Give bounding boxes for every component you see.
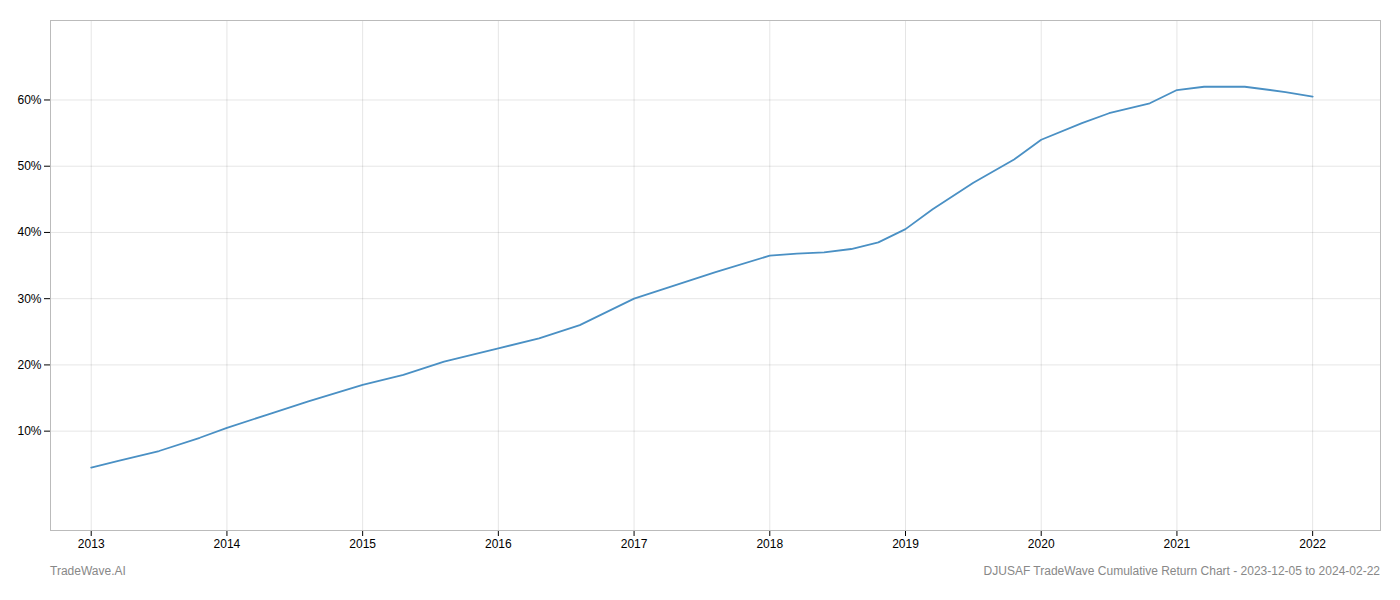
svg-text:2019: 2019 <box>892 537 919 551</box>
svg-text:20%: 20% <box>17 358 41 372</box>
svg-text:10%: 10% <box>17 424 41 438</box>
svg-text:2021: 2021 <box>1164 537 1191 551</box>
svg-text:50%: 50% <box>17 159 41 173</box>
svg-text:2020: 2020 <box>1028 537 1055 551</box>
svg-text:2015: 2015 <box>349 537 376 551</box>
svg-text:2014: 2014 <box>214 537 241 551</box>
svg-text:30%: 30% <box>17 292 41 306</box>
svg-text:2013: 2013 <box>78 537 105 551</box>
svg-text:60%: 60% <box>17 93 41 107</box>
svg-text:2017: 2017 <box>621 537 648 551</box>
html-text:DJUSAF TradeWave Cumulative Re: DJUSAF TradeWave Cumulative Return Chart… <box>983 564 1380 578</box>
svg-text:2022: 2022 <box>1299 537 1326 551</box>
html-text:TradeWave.AI: TradeWave.AI <box>50 564 126 578</box>
svg-text:2018: 2018 <box>756 537 783 551</box>
svg-text:40%: 40% <box>17 225 41 239</box>
svg-text:2016: 2016 <box>485 537 512 551</box>
